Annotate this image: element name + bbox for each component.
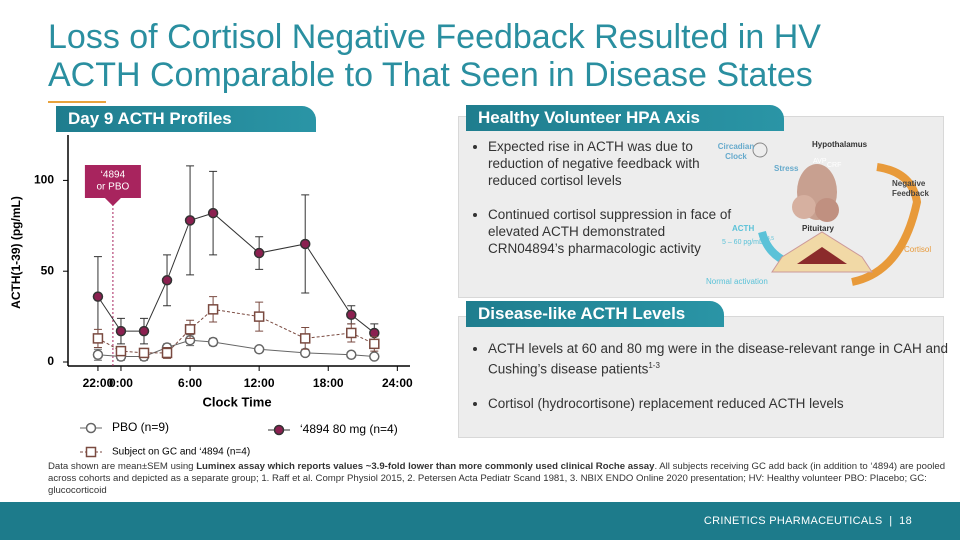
legend-marker xyxy=(85,446,97,458)
marker xyxy=(115,325,127,337)
title-line: ACTH Comparable to That Seen in Disease … xyxy=(48,56,813,94)
title-line: Loss of Cortisol Negative Feedback Resul… xyxy=(48,18,821,56)
diagram-label: Normal activation xyxy=(706,277,768,286)
legend-marker xyxy=(85,422,97,434)
footnote-text: Data shown are mean±SEM using xyxy=(48,461,197,472)
marker xyxy=(369,338,380,350)
legend-label: ‘4894 80 mg (n=4) xyxy=(300,422,398,436)
panel-title: Healthy Volunteer HPA Axis xyxy=(466,105,784,131)
x-tick-label: 22:00 xyxy=(83,376,114,390)
marker xyxy=(346,327,357,339)
legend-marker xyxy=(273,424,285,436)
footer-text: CRINETICS PHARMACEUTICALS | 18 xyxy=(704,515,912,527)
diagram-label: Hypothalamus xyxy=(812,140,868,149)
separator: | xyxy=(889,515,893,527)
marker xyxy=(299,238,311,250)
y-tick-label: 0 xyxy=(47,354,54,368)
x-tick-label: 24:00 xyxy=(382,376,413,390)
adrenal xyxy=(797,247,847,264)
bullet: Cortisol (hydrocortisone) replacement re… xyxy=(488,395,960,412)
x-tick-label: 6:00 xyxy=(178,376,202,390)
marker xyxy=(115,345,127,357)
diagram-label: CRF xyxy=(827,162,841,169)
page-number: 18 xyxy=(899,515,912,527)
marker xyxy=(299,333,311,344)
refs: 1-3 xyxy=(648,361,660,370)
diagram-label: Clock xyxy=(725,152,747,161)
company: CRINETICS PHARMACEUTICALS xyxy=(703,515,883,527)
slide-title: Loss of Cortisol Negative Feedback Resul… xyxy=(48,18,821,94)
pituitary-shape xyxy=(792,195,816,219)
diagram-label: Cortisol xyxy=(904,245,931,254)
x-tick-label: 0:00 xyxy=(109,376,133,390)
bullet-list: ACTH levels at 60 and 80 mg were in the … xyxy=(466,340,960,429)
marker xyxy=(184,324,196,335)
legend-label: Subject on GC and ‘4894 (n=4) xyxy=(112,447,250,458)
bullet-text: ACTH levels at 60 and 80 mg were in the … xyxy=(488,341,948,377)
marker xyxy=(161,275,173,286)
x-tick-label: 12:00 xyxy=(244,376,275,390)
panel-title: Disease-like ACTH Levels xyxy=(466,301,724,327)
hpa-diagram: Circadian Clock Stress Hypothalamus AVP … xyxy=(706,140,931,286)
chart: 0 50 100 22:000:00 6:00 12:00 18:00 24:00 Clock … xyxy=(9,135,413,458)
marker xyxy=(207,207,219,219)
series-line xyxy=(97,212,375,334)
marker xyxy=(369,351,380,362)
footnote-bold: Luminex assay which reports values ~3.9-… xyxy=(196,461,655,472)
refs: 1,4,5 xyxy=(763,236,774,242)
footnote-text: . All subjects receiving GC add back (in… xyxy=(48,461,946,496)
footer: CRINETICS PHARMACEUTICALS | 18 xyxy=(0,502,960,540)
marker xyxy=(138,325,150,337)
y-axis-label: ACTH(1-39) (pg/mL) xyxy=(9,196,23,309)
marker xyxy=(253,344,265,355)
diagram-label: Stress xyxy=(774,164,799,173)
x-tick-label: 18:00 xyxy=(313,376,344,390)
annotation-text: ‘4894 xyxy=(101,170,126,181)
clock-icon xyxy=(752,142,768,158)
arrow xyxy=(851,163,922,286)
diagram-label: Feedback xyxy=(892,189,929,198)
pituitary-shape xyxy=(815,198,839,222)
diagram-label: 5 – 60 pg/mL1,4,5 xyxy=(722,236,774,246)
marker xyxy=(92,291,104,302)
series-line xyxy=(97,339,375,358)
y-tick-label: 50 xyxy=(41,263,55,277)
marker xyxy=(92,333,104,344)
marker xyxy=(207,336,219,348)
bullet: Expected rise in ACTH was due to reducti… xyxy=(488,138,738,189)
marker xyxy=(92,349,104,360)
y-tick-label: 100 xyxy=(34,173,54,187)
marker xyxy=(207,304,219,315)
diagram-label: Circadian xyxy=(718,142,755,151)
diagram-label: AVP xyxy=(813,158,827,165)
marker xyxy=(346,349,357,360)
legend-label: PBO (n=9) xyxy=(112,420,169,434)
bullet: ACTH levels at 60 and 80 mg were in the … xyxy=(488,340,960,378)
diagram-label: ACTH xyxy=(732,224,754,233)
diagram-label: Negative xyxy=(892,179,926,188)
marker xyxy=(253,311,265,322)
annotation-text: or PBO xyxy=(97,182,130,193)
series-line xyxy=(97,308,375,354)
x-axis-label: Clock Time xyxy=(202,394,271,409)
marker xyxy=(138,347,150,359)
bullet: Continued cortisol suppression in face o… xyxy=(488,206,738,257)
annotation-box xyxy=(84,165,141,206)
marker xyxy=(253,247,265,259)
marker xyxy=(161,347,173,359)
chart-title: Day 9 ACTH Profiles xyxy=(56,106,316,132)
marker xyxy=(346,309,357,321)
bullet-list: Expected rise in ACTH was due to reducti… xyxy=(466,138,738,274)
accent-line xyxy=(48,101,106,103)
marker xyxy=(184,215,196,226)
footnote: Data shown are mean±SEM using Luminex as… xyxy=(48,461,948,497)
diagram-label: Pituitary xyxy=(802,224,835,233)
range: 5 – 60 pg/mL xyxy=(722,239,763,246)
